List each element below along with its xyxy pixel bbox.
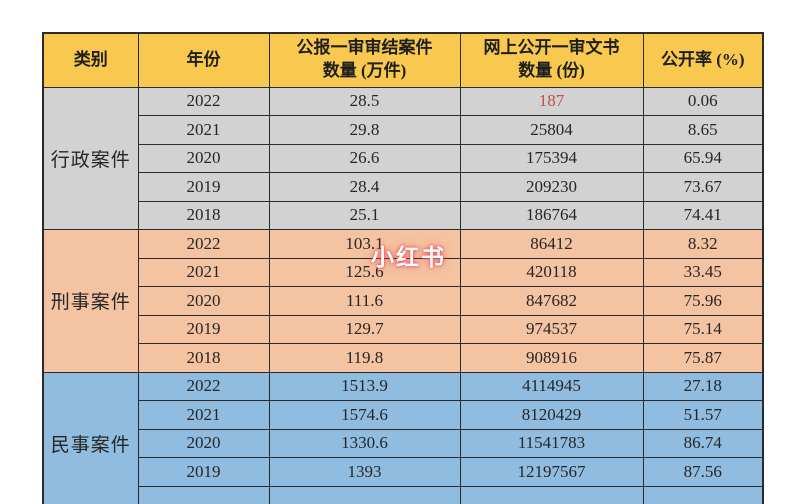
rate-cell: 65.94: [642, 143, 764, 173]
docs-count-cell: 209230: [459, 172, 644, 202]
rate-cell: 27.18: [642, 371, 764, 401]
table-row: 2021 29.8 25804 8.65: [43, 115, 764, 145]
docs-count-cell: 86412: [459, 229, 644, 259]
docs-count-cell: 12197567: [459, 457, 644, 487]
category-cell: 刑事案件: [42, 229, 139, 373]
header-label: 公报一审审结案件: [296, 38, 433, 58]
year-cell: 2022: [137, 371, 270, 401]
docs-count-cell: 908916: [459, 343, 644, 373]
docs-count-cell: 187: [459, 86, 644, 116]
cases-count-cell: 1330.6: [268, 428, 461, 458]
rate-cell: 8.32: [642, 229, 764, 259]
year-cell: 2021: [137, 400, 270, 430]
docs-count-cell: 4114945: [459, 371, 644, 401]
rate-cell: 87.56: [642, 457, 764, 487]
docs-count-cell: 11541783: [459, 428, 644, 458]
docs-count-cell: 420118: [459, 257, 644, 287]
cases-count-cell: 25.1: [268, 200, 461, 230]
table-row: 2018 119.8 908916 75.87: [43, 343, 764, 373]
table-row: 2020 1330.6 11541783 86.74: [43, 428, 764, 458]
table-row: 2019 28.4 209230 73.67: [43, 172, 764, 202]
header-label: 网上公开一审文书: [483, 38, 620, 58]
column-header-concluded-cases: 公报一审审结案件 数量 (万件): [268, 32, 461, 88]
column-header-published-documents: 网上公开一审文书 数量 (份): [459, 32, 644, 88]
cases-count-cell: 1513.9: [268, 371, 461, 401]
year-cell: 2018: [137, 200, 270, 230]
table-row: 刑事案件 2022 103.1 86412 8.32: [42, 229, 764, 373]
table-row: 2019 1393 12197567 87.56: [43, 457, 764, 487]
rate-cell: 75.96: [642, 286, 764, 316]
table-row: 民事案件 2022 1513.9 4114945 27.18: [42, 371, 764, 504]
header-label: 年份: [186, 49, 221, 69]
docs-count-cell: 186764: [459, 200, 644, 230]
year-cell: 2019: [137, 172, 270, 202]
rate-cell: 74.41: [642, 200, 764, 230]
table-row: 2020 111.6 847682 75.96: [43, 286, 764, 316]
case-publication-table: 类别 年份 公报一审审结案件 数量 (万件) 网上公开一审文书 数量 (份) 公开率…: [42, 32, 764, 504]
docs-count-cell: 8120429: [459, 400, 644, 430]
table-row: 2021 1574.6 8120429 51.57: [43, 400, 764, 430]
year-cell: 2022: [137, 229, 270, 259]
rate-cell: 75.14: [642, 314, 764, 344]
rate-cell: 51.57: [642, 400, 764, 430]
year-cell: 2020: [137, 143, 270, 173]
rate-cell: 86.74: [642, 428, 764, 458]
table-row: 2019 129.7 974537 75.14: [43, 314, 764, 344]
header-row: 类别 年份 公报一审审结案件 数量 (万件) 网上公开一审文书 数量 (份) 公开率…: [42, 32, 764, 88]
cases-count-cell: 28.5: [268, 86, 461, 116]
year-cell: 2019: [137, 457, 270, 487]
cases-count-cell: 119.8: [268, 343, 461, 373]
docs-count-cell: 974537: [459, 314, 644, 344]
cases-count-cell: 28.4: [268, 172, 461, 202]
cases-count-cell: 26.6: [268, 143, 461, 173]
rate-cell: 33.45: [642, 257, 764, 287]
year-cell: 2020: [137, 286, 270, 316]
rate-cell: 75.87: [642, 343, 764, 373]
docs-count-cell: 175394: [459, 143, 644, 173]
table-row: 2020 26.6 175394 65.94: [43, 143, 764, 173]
column-header-category: 类别: [42, 32, 139, 88]
header-label-line2: 数量 (万件): [322, 61, 407, 81]
cases-count-cell: 129.7: [268, 314, 461, 344]
cases-count-cell: 1574.6: [268, 400, 461, 430]
category-cell: 民事案件: [42, 371, 139, 504]
rate-cell: 73.67: [642, 172, 764, 202]
empty-cell: [137, 485, 270, 504]
year-cell: 2018: [137, 343, 270, 373]
year-cell: 2021: [137, 257, 270, 287]
year-cell: 2020: [137, 428, 270, 458]
cases-count-cell: 111.6: [268, 286, 461, 316]
table-row: 行政案件 2022 28.5 187 0.06: [42, 86, 764, 230]
empty-cell: [268, 485, 461, 504]
cases-count-cell: 1393: [268, 457, 461, 487]
rate-cell: 0.06: [642, 86, 764, 116]
rate-cell: 8.65: [642, 115, 764, 145]
docs-count-cell: 847682: [459, 286, 644, 316]
header-label-line2: 数量 (份): [518, 61, 585, 81]
table-row: 2021 125.6 420118 33.45: [43, 257, 764, 287]
header-label: 公开率 (%): [660, 49, 745, 69]
cutoff-row: [43, 485, 764, 504]
empty-cell: [642, 485, 764, 504]
column-header-publication-rate: 公开率 (%): [642, 32, 764, 88]
cases-count-cell: 103.1: [268, 229, 461, 259]
empty-cell: [459, 485, 644, 504]
table-row: 2018 25.1 186764 74.41: [43, 200, 764, 230]
column-header-year: 年份: [137, 32, 270, 88]
year-cell: 2022: [137, 86, 270, 116]
year-cell: 2019: [137, 314, 270, 344]
year-cell: 2021: [137, 115, 270, 145]
cases-count-cell: 125.6: [268, 257, 461, 287]
cases-count-cell: 29.8: [268, 115, 461, 145]
category-cell: 行政案件: [42, 86, 139, 230]
header-label: 类别: [73, 49, 108, 69]
docs-count-cell: 25804: [459, 115, 644, 145]
